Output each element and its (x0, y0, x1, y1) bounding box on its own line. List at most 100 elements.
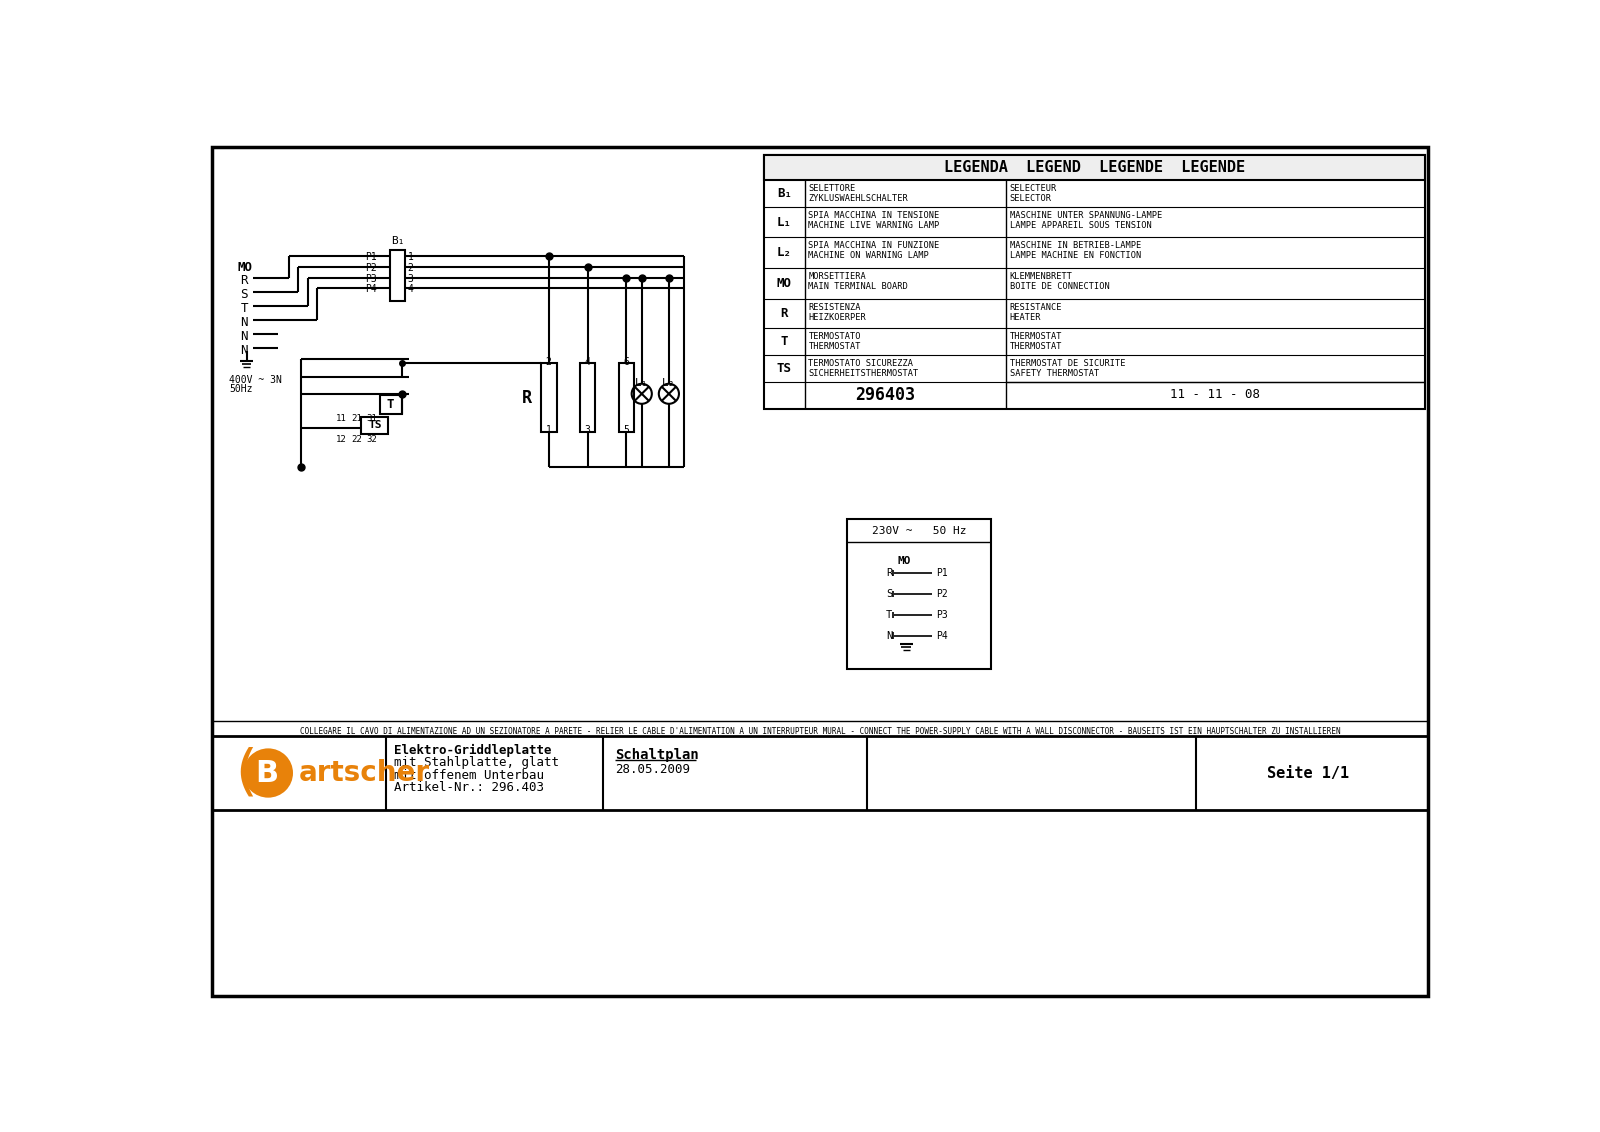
Text: THERMOSTAT: THERMOSTAT (1010, 342, 1062, 351)
Text: T: T (387, 398, 394, 411)
Text: HEATER: HEATER (1010, 312, 1042, 321)
Text: R: R (781, 307, 789, 320)
Text: N: N (240, 344, 248, 357)
Text: 3: 3 (408, 274, 413, 284)
Text: P1: P1 (936, 568, 947, 578)
Text: P3: P3 (936, 610, 947, 620)
Text: MAIN TERMINAL BOARD: MAIN TERMINAL BOARD (808, 282, 909, 291)
Text: TERMOSTATO SICUREZZA: TERMOSTATO SICUREZZA (808, 359, 914, 368)
Text: MASCHINE UNTER SPANNUNG-LAMPE: MASCHINE UNTER SPANNUNG-LAMPE (1010, 211, 1162, 220)
Bar (541, 363, 557, 432)
Text: ZYKLUSWAEHLSCHALTER: ZYKLUSWAEHLSCHALTER (808, 194, 909, 203)
Text: mit offenem Unterbau: mit offenem Unterbau (394, 769, 544, 782)
Text: TS: TS (368, 420, 381, 430)
Text: Schaltplan: Schaltplan (614, 748, 698, 762)
Text: THERMOSTAT: THERMOSTAT (1010, 332, 1062, 341)
Text: 3: 3 (584, 424, 590, 435)
Text: 2: 2 (408, 263, 413, 273)
Text: B₁: B₁ (390, 235, 405, 246)
Text: L₁: L₁ (635, 378, 648, 388)
Text: (: ( (235, 746, 258, 800)
Bar (211, 737, 1429, 809)
Bar (619, 363, 634, 432)
Text: SPIA MACCHINA IN TENSIONE: SPIA MACCHINA IN TENSIONE (808, 211, 939, 220)
Text: TERMOSTATO: TERMOSTATO (808, 332, 861, 341)
Text: RESISTENZA: RESISTENZA (808, 303, 861, 312)
Text: R: R (240, 274, 248, 288)
Text: P4: P4 (936, 631, 947, 641)
Bar (765, 155, 1424, 409)
Text: LAMPE MACHINE EN FONCTION: LAMPE MACHINE EN FONCTION (1010, 251, 1141, 260)
Text: N: N (886, 631, 893, 641)
Text: 11 - 11 - 08: 11 - 11 - 08 (1170, 388, 1261, 401)
Text: BOITE DE CONNECTION: BOITE DE CONNECTION (1010, 282, 1110, 291)
Text: MO: MO (898, 556, 910, 566)
Text: TS: TS (778, 362, 792, 376)
Text: 400V ~ 3N: 400V ~ 3N (229, 375, 282, 385)
Text: 1: 1 (408, 252, 413, 263)
Text: LEGENDA  LEGEND  LEGENDE  LEGENDE: LEGENDA LEGEND LEGENDE LEGENDE (944, 160, 1245, 175)
Text: SPIA MACCHINA IN FUNZIONE: SPIA MACCHINA IN FUNZIONE (808, 241, 939, 250)
Bar (579, 363, 595, 432)
Text: 230V ~   50 Hz: 230V ~ 50 Hz (872, 526, 966, 535)
Text: Artikel-Nr.: 296.403: Artikel-Nr.: 296.403 (394, 781, 544, 795)
Text: 22: 22 (350, 435, 362, 444)
Text: SELECTEUR: SELECTEUR (1010, 183, 1058, 192)
Bar (379, 395, 402, 414)
Text: N: N (240, 329, 248, 343)
Text: L₂: L₂ (662, 378, 675, 388)
Text: B₁: B₁ (778, 187, 792, 199)
Text: KLEMMENBRETT: KLEMMENBRETT (1010, 272, 1074, 281)
Text: Elektro-Griddleplatte: Elektro-Griddleplatte (394, 744, 552, 757)
Text: 12: 12 (336, 435, 346, 444)
Text: THERMOSTAT DE SICURITE: THERMOSTAT DE SICURITE (1010, 359, 1125, 368)
Text: SELECTOR: SELECTOR (1010, 194, 1051, 203)
Bar (390, 250, 405, 301)
Text: N: N (240, 316, 248, 329)
Text: COLLEGARE IL CAVO DI ALIMENTAZIONE AD UN SEZIONATORE A PARETE - RELIER LE CABLE : COLLEGARE IL CAVO DI ALIMENTAZIONE AD UN… (299, 728, 1341, 736)
Bar (765, 155, 1424, 180)
Text: LAMPE APPAREIL SOUS TENSION: LAMPE APPAREIL SOUS TENSION (1010, 221, 1152, 230)
Circle shape (243, 748, 293, 798)
Text: S: S (886, 589, 893, 599)
Text: 28.05.2009: 28.05.2009 (614, 763, 690, 777)
Text: 11: 11 (336, 414, 346, 423)
Text: 6: 6 (624, 357, 629, 367)
Text: T: T (781, 335, 789, 349)
Text: P3: P3 (365, 274, 378, 284)
Bar (362, 417, 389, 434)
Text: 50Hz: 50Hz (229, 384, 253, 394)
Text: P4: P4 (365, 284, 378, 294)
Text: MORSETTIERA: MORSETTIERA (808, 272, 866, 281)
Text: B: B (254, 758, 278, 788)
Text: 5: 5 (624, 424, 629, 435)
Text: artscher: artscher (299, 760, 430, 787)
Text: MACHINE LIVE WARNING LAMP: MACHINE LIVE WARNING LAMP (808, 221, 939, 230)
Text: MASCHINE IN BETRIEB-LAMPE: MASCHINE IN BETRIEB-LAMPE (1010, 241, 1141, 250)
Text: mit Stahlplatte, glatt: mit Stahlplatte, glatt (394, 756, 558, 770)
Text: R: R (886, 568, 893, 578)
Text: P1: P1 (365, 252, 378, 263)
Text: T: T (886, 610, 893, 620)
Text: P2: P2 (365, 263, 378, 273)
Text: 31: 31 (366, 414, 378, 423)
Text: THERMOSTAT: THERMOSTAT (808, 342, 861, 351)
Text: SELETTORE: SELETTORE (808, 183, 856, 192)
Text: MO: MO (778, 277, 792, 290)
Text: 4: 4 (584, 357, 590, 367)
Text: 32: 32 (366, 435, 378, 444)
Text: SAFETY THERMOSTAT: SAFETY THERMOSTAT (1010, 369, 1099, 378)
Text: R: R (522, 388, 533, 406)
Text: T: T (240, 302, 248, 315)
Text: 4: 4 (408, 284, 413, 294)
Text: SICHERHEITSTHERMOSTAT: SICHERHEITSTHERMOSTAT (808, 369, 918, 378)
Text: 1: 1 (546, 424, 552, 435)
Text: 21: 21 (350, 414, 362, 423)
Text: MO: MO (237, 261, 253, 274)
Text: Seite 1/1: Seite 1/1 (1267, 765, 1349, 781)
Text: 2: 2 (546, 357, 552, 367)
Text: MACHINE ON WARNING LAMP: MACHINE ON WARNING LAMP (808, 251, 930, 260)
Text: L₂: L₂ (778, 247, 792, 259)
Text: L₁: L₁ (778, 215, 792, 229)
Bar (846, 520, 990, 669)
